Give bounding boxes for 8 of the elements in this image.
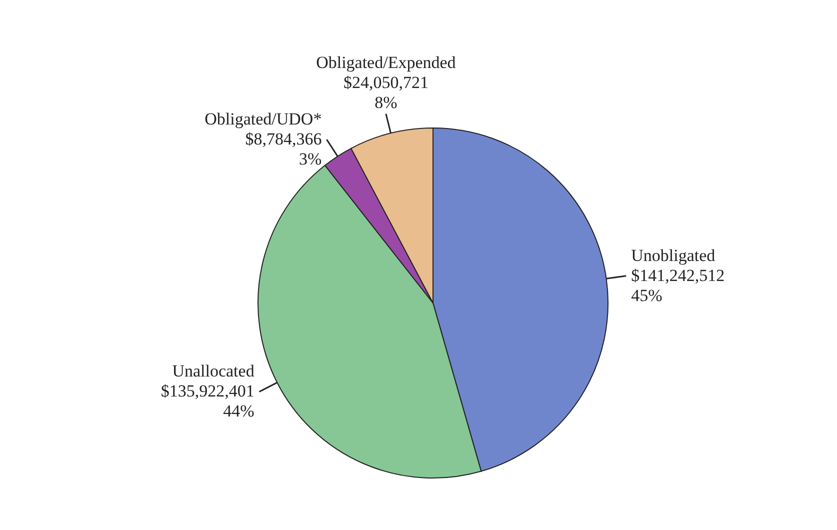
data-label: $8,784,366 3% (245, 130, 322, 169)
data-label: $135,922,401 44% (160, 382, 254, 421)
data-label: $24,050,721 8% (343, 72, 428, 112)
slice-label: Unallocated (172, 362, 255, 381)
slice-label: Unobligated (631, 246, 716, 265)
slice-label: Obligated/Expended (316, 52, 456, 72)
slice-label: Obligated/UDO* (204, 110, 322, 129)
data-label: $141,242,512 45% (631, 266, 725, 305)
